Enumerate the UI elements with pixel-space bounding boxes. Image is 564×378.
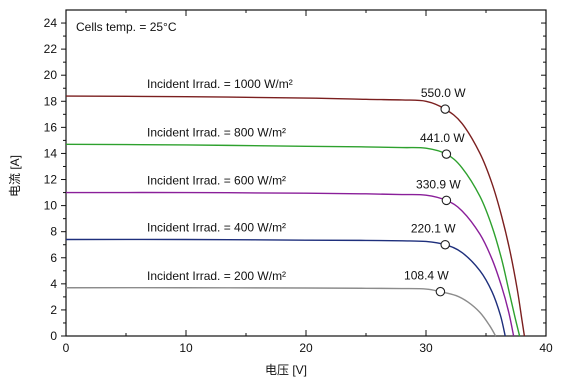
iv-curve-2 [65, 191, 515, 337]
y-tick-label: 20 [44, 68, 58, 82]
y-tick-label: 8 [50, 225, 57, 239]
series-name-label: Incident Irrad. = 200 W/m² [147, 269, 286, 283]
mpp-marker [440, 104, 450, 114]
mpp-marker [441, 149, 452, 159]
mpp-markers [435, 104, 452, 297]
y-tick-label: 6 [50, 251, 57, 265]
x-tick-label: 30 [419, 341, 433, 355]
y-tick-label: 4 [50, 277, 57, 291]
iv-curves [65, 95, 526, 337]
series-labels: 550.0 W Incident Irrad. = 1000 W/m² 441.0 … [147, 77, 466, 283]
x-axis-title: 电压 [V] [265, 363, 307, 377]
series-name-label: Incident Irrad. = 800 W/m² [147, 125, 286, 139]
x-tick-label: 40 [539, 341, 553, 355]
series-name-label: Incident Irrad. = 600 W/m² [147, 174, 286, 188]
mpp-power-label: 108.4 W [404, 269, 449, 283]
mpp-power-label: 441.0 W [420, 131, 465, 145]
x-tick-label: 0 [63, 341, 70, 355]
x-tick-label: 20 [299, 341, 313, 355]
y-tick-label: 14 [44, 146, 58, 160]
temperature-annotation: Cells temp. = 25°C [76, 20, 177, 34]
y-tick-label: 10 [44, 199, 58, 213]
y-tick-label: 22 [44, 42, 58, 56]
mpp-marker [441, 195, 452, 206]
y-tick-label: 24 [44, 16, 58, 30]
y-tick-label: 16 [44, 120, 58, 134]
series-name-label: Incident Irrad. = 400 W/m² [147, 221, 286, 235]
iv-curve-3 [65, 238, 506, 337]
mpp-marker [440, 239, 450, 250]
y-tick-label: 12 [44, 173, 58, 187]
y-tick-label: 2 [50, 303, 57, 317]
y-tick-label: 18 [44, 94, 58, 108]
y-axis-title: 电流 [A] [8, 155, 22, 197]
iv-curve-0 [65, 95, 526, 337]
iv-curve-4 [65, 287, 497, 337]
mpp-marker [435, 286, 446, 297]
mpp-power-label: 220.1 W [411, 222, 456, 236]
series-name-label: Incident Irrad. = 1000 W/m² [147, 77, 293, 91]
y-tick-label: 0 [50, 329, 57, 343]
mpp-power-label: 550.0 W [421, 86, 466, 100]
mpp-power-label: 330.9 W [416, 177, 461, 191]
x-tick-label: 10 [179, 341, 193, 355]
axis-ticks [61, 10, 547, 337]
